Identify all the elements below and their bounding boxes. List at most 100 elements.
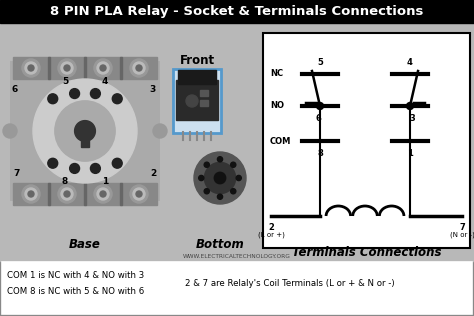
Circle shape [94, 59, 112, 77]
Text: 2: 2 [268, 223, 274, 232]
Bar [13, 57, 157, 79]
Text: Terminals Connections: Terminals Connections [292, 246, 441, 259]
Text: 7: 7 [459, 223, 465, 232]
Circle shape [74, 121, 95, 141]
Circle shape [100, 65, 106, 71]
Bar [263, 33, 470, 248]
Circle shape [407, 102, 413, 110]
Circle shape [28, 191, 34, 197]
Circle shape [64, 65, 70, 71]
Circle shape [3, 124, 17, 138]
Circle shape [100, 191, 106, 197]
Bar [0, 23, 474, 261]
Text: 3: 3 [409, 114, 415, 123]
Circle shape [94, 185, 112, 203]
Text: 4: 4 [407, 58, 413, 67]
Circle shape [218, 157, 223, 162]
Circle shape [48, 158, 58, 168]
Circle shape [61, 62, 73, 74]
Text: COM 8 is NC with 5 & NO with 6: COM 8 is NC with 5 & NO with 6 [7, 287, 144, 295]
Circle shape [130, 59, 148, 77]
Circle shape [236, 175, 241, 181]
Bar [48, 183, 50, 205]
Text: 2: 2 [150, 168, 156, 178]
Text: COM 1 is NC with 4 & NO with 3: COM 1 is NC with 4 & NO with 3 [7, 271, 144, 281]
Bar [48, 57, 50, 79]
Text: 5: 5 [62, 76, 68, 86]
Circle shape [231, 189, 236, 194]
Circle shape [186, 95, 198, 107]
Text: 5: 5 [317, 58, 323, 67]
Circle shape [64, 191, 70, 197]
Text: 6: 6 [315, 114, 321, 123]
Circle shape [317, 102, 323, 110]
Circle shape [231, 162, 236, 167]
Text: 8: 8 [62, 177, 68, 185]
Circle shape [112, 158, 122, 168]
Bar [0, 0, 474, 23]
Text: Bottom: Bottom [196, 238, 245, 251]
Circle shape [218, 194, 223, 199]
Text: COM: COM [270, 137, 292, 145]
Bar [200, 100, 208, 106]
Circle shape [112, 94, 122, 104]
Circle shape [55, 101, 115, 161]
Bar [84, 183, 86, 205]
Bar [173, 69, 221, 133]
Text: 1: 1 [407, 149, 413, 158]
Bar [2, 262, 472, 314]
Circle shape [22, 59, 40, 77]
Bar [176, 80, 218, 120]
Circle shape [204, 162, 210, 167]
Circle shape [133, 62, 145, 74]
Circle shape [48, 94, 58, 104]
Text: 3: 3 [150, 84, 156, 94]
Text: (N or -): (N or -) [449, 231, 474, 238]
Bar [81, 140, 89, 147]
Text: 8 PIN PLA Relay - Socket & Terminals Connections: 8 PIN PLA Relay - Socket & Terminals Con… [50, 5, 424, 18]
Bar [120, 183, 122, 205]
Circle shape [153, 124, 167, 138]
Circle shape [58, 185, 76, 203]
Text: 4: 4 [102, 76, 108, 86]
Circle shape [194, 152, 246, 204]
Circle shape [133, 188, 145, 200]
Text: Base: Base [69, 238, 101, 251]
Bar [178, 70, 216, 84]
Circle shape [91, 88, 100, 99]
Circle shape [70, 163, 80, 173]
Text: (L or +): (L or +) [257, 231, 284, 238]
Circle shape [204, 189, 210, 194]
Text: 7: 7 [14, 168, 20, 178]
Bar [120, 57, 122, 79]
Circle shape [199, 175, 204, 181]
Text: NC: NC [270, 70, 283, 78]
Circle shape [136, 65, 142, 71]
Circle shape [204, 162, 236, 194]
Circle shape [61, 188, 73, 200]
Text: WWW.ELECTRICALTECHNOLOGY.ORG: WWW.ELECTRICALTECHNOLOGY.ORG [183, 253, 291, 258]
Circle shape [214, 172, 226, 184]
Circle shape [97, 188, 109, 200]
Bar [200, 90, 208, 96]
Bar [10, 61, 160, 201]
Circle shape [33, 79, 137, 183]
Text: 6: 6 [12, 84, 18, 94]
Text: 8: 8 [317, 149, 323, 158]
Bar [84, 57, 86, 79]
Circle shape [28, 65, 34, 71]
Circle shape [97, 62, 109, 74]
Bar [13, 183, 157, 205]
Circle shape [22, 185, 40, 203]
Circle shape [91, 163, 100, 173]
Circle shape [25, 62, 37, 74]
Circle shape [130, 185, 148, 203]
Circle shape [70, 88, 80, 99]
Text: Front: Front [180, 53, 215, 66]
Text: 1: 1 [102, 177, 108, 185]
Circle shape [25, 188, 37, 200]
Text: 2 & 7 are Relaly's Coil Terminals (L or + & N or -): 2 & 7 are Relaly's Coil Terminals (L or … [185, 279, 395, 289]
Circle shape [58, 59, 76, 77]
Text: NO: NO [270, 101, 284, 111]
Circle shape [136, 191, 142, 197]
